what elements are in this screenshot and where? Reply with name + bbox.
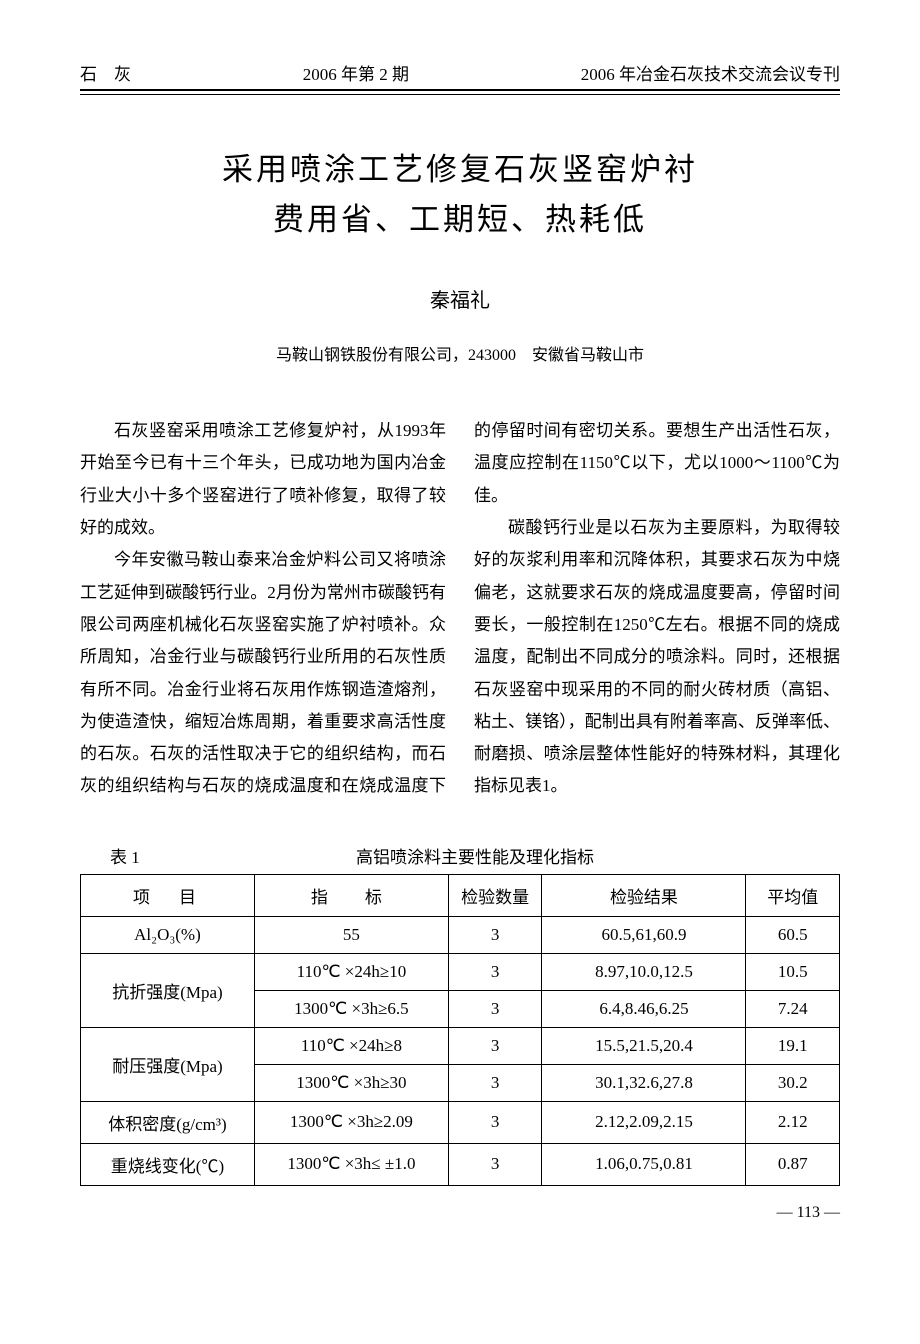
cell-result: 15.5,21.5,20.4: [542, 1027, 746, 1064]
cell-item: 体积密度(g/cm³): [81, 1101, 255, 1143]
table-head-row: 项 目 指 标 检验数量 检验结果 平均值: [81, 874, 840, 916]
table-row: 抗折强度(Mpa)110℃ ×24h≥1038.97,10.0,12.510.5: [81, 953, 840, 990]
cell-avg: 10.5: [746, 953, 840, 990]
cell-item: 耐压强度(Mpa): [81, 1027, 255, 1101]
cell-item: 重烧线变化(℃): [81, 1143, 255, 1185]
cell-result: 2.12,2.09,2.15: [542, 1101, 746, 1143]
cell-indicator: 110℃ ×24h≥10: [254, 953, 448, 990]
paragraph: 碳酸钙行业是以石灰为主要原料，为取得较好的灰浆利用率和沉降体积，其要求石灰为中烧…: [474, 512, 840, 803]
title-line-2: 费用省、工期短、热耗低: [80, 195, 840, 245]
cell-avg: 0.87: [746, 1143, 840, 1185]
table-label: 表 1: [80, 843, 230, 868]
cell-item: 抗折强度(Mpa): [81, 953, 255, 1027]
author-affiliation: 马鞍山钢铁股份有限公司，243000 安徽省马鞍山市: [80, 341, 840, 365]
cell-avg: 60.5: [746, 916, 840, 953]
table-title: 高铝喷涂料主要性能及理化指标: [230, 843, 840, 868]
header-right: 2006 年冶金石灰技术交流会议专刊: [581, 60, 840, 85]
cell-qty: 3: [448, 1027, 541, 1064]
table-body: Al₂O₃(%)55360.5,61,60.960.5抗折强度(Mpa)110℃…: [81, 916, 840, 1185]
table-row: Al₂O₃(%)55360.5,61,60.960.5: [81, 916, 840, 953]
cell-indicator: 1300℃ ×3h≥6.5: [254, 990, 448, 1027]
header-rule: [80, 89, 840, 95]
cell-indicator: 1300℃ ×3h≥30: [254, 1064, 448, 1101]
cell-result: 30.1,32.6,27.8: [542, 1064, 746, 1101]
cell-indicator: 55: [254, 916, 448, 953]
cell-qty: 3: [448, 1101, 541, 1143]
paragraph: 石灰竖窑采用喷涂工艺修复炉衬，从1993年开始至今已有十三个年头，已成功地为国内…: [80, 415, 446, 544]
cell-indicator: 110℃ ×24h≥8: [254, 1027, 448, 1064]
cell-result: 6.4,8.46,6.25: [542, 990, 746, 1027]
header-left: 石 灰: [80, 60, 131, 85]
cell-avg: 2.12: [746, 1101, 840, 1143]
cell-qty: 3: [448, 953, 541, 990]
th-item: 项 目: [81, 874, 255, 916]
author-name: 秦福礼: [80, 284, 840, 313]
article-title: 采用喷涂工艺修复石灰竖窑炉衬 费用省、工期短、热耗低: [80, 145, 840, 244]
cell-result: 1.06,0.75,0.81: [542, 1143, 746, 1185]
th-avg: 平均值: [746, 874, 840, 916]
header-center: 2006 年第 2 期: [303, 60, 409, 85]
cell-avg: 7.24: [746, 990, 840, 1027]
table-row: 体积密度(g/cm³)1300℃ ×3h≥2.0932.12,2.09,2.15…: [81, 1101, 840, 1143]
cell-indicator: 1300℃ ×3h≥2.09: [254, 1101, 448, 1143]
cell-qty: 3: [448, 916, 541, 953]
cell-avg: 19.1: [746, 1027, 840, 1064]
title-line-1: 采用喷涂工艺修复石灰竖窑炉衬: [80, 145, 840, 195]
cell-indicator: 1300℃ ×3h≤ ±1.0: [254, 1143, 448, 1185]
table-row: 耐压强度(Mpa)110℃ ×24h≥8315.5,21.5,20.419.1: [81, 1027, 840, 1064]
th-qty: 检验数量: [448, 874, 541, 916]
cell-avg: 30.2: [746, 1064, 840, 1101]
cell-result: 8.97,10.0,12.5: [542, 953, 746, 990]
page-header: 石 灰 2006 年第 2 期 2006 年冶金石灰技术交流会议专刊: [80, 60, 840, 89]
table-row: 重烧线变化(℃)1300℃ ×3h≤ ±1.031.06,0.75,0.810.…: [81, 1143, 840, 1185]
cell-qty: 3: [448, 1064, 541, 1101]
page-number: — 113 —: [80, 1204, 840, 1222]
properties-table: 项 目 指 标 检验数量 检验结果 平均值 Al₂O₃(%)55360.5,61…: [80, 874, 840, 1186]
cell-item: Al₂O₃(%): [81, 916, 255, 953]
th-indicator: 指 标: [254, 874, 448, 916]
cell-qty: 3: [448, 990, 541, 1027]
body-text: 石灰竖窑采用喷涂工艺修复炉衬，从1993年开始至今已有十三个年头，已成功地为国内…: [80, 415, 840, 803]
th-result: 检验结果: [542, 874, 746, 916]
table-caption: 表 1 高铝喷涂料主要性能及理化指标: [80, 843, 840, 868]
cell-result: 60.5,61,60.9: [542, 916, 746, 953]
cell-qty: 3: [448, 1143, 541, 1185]
